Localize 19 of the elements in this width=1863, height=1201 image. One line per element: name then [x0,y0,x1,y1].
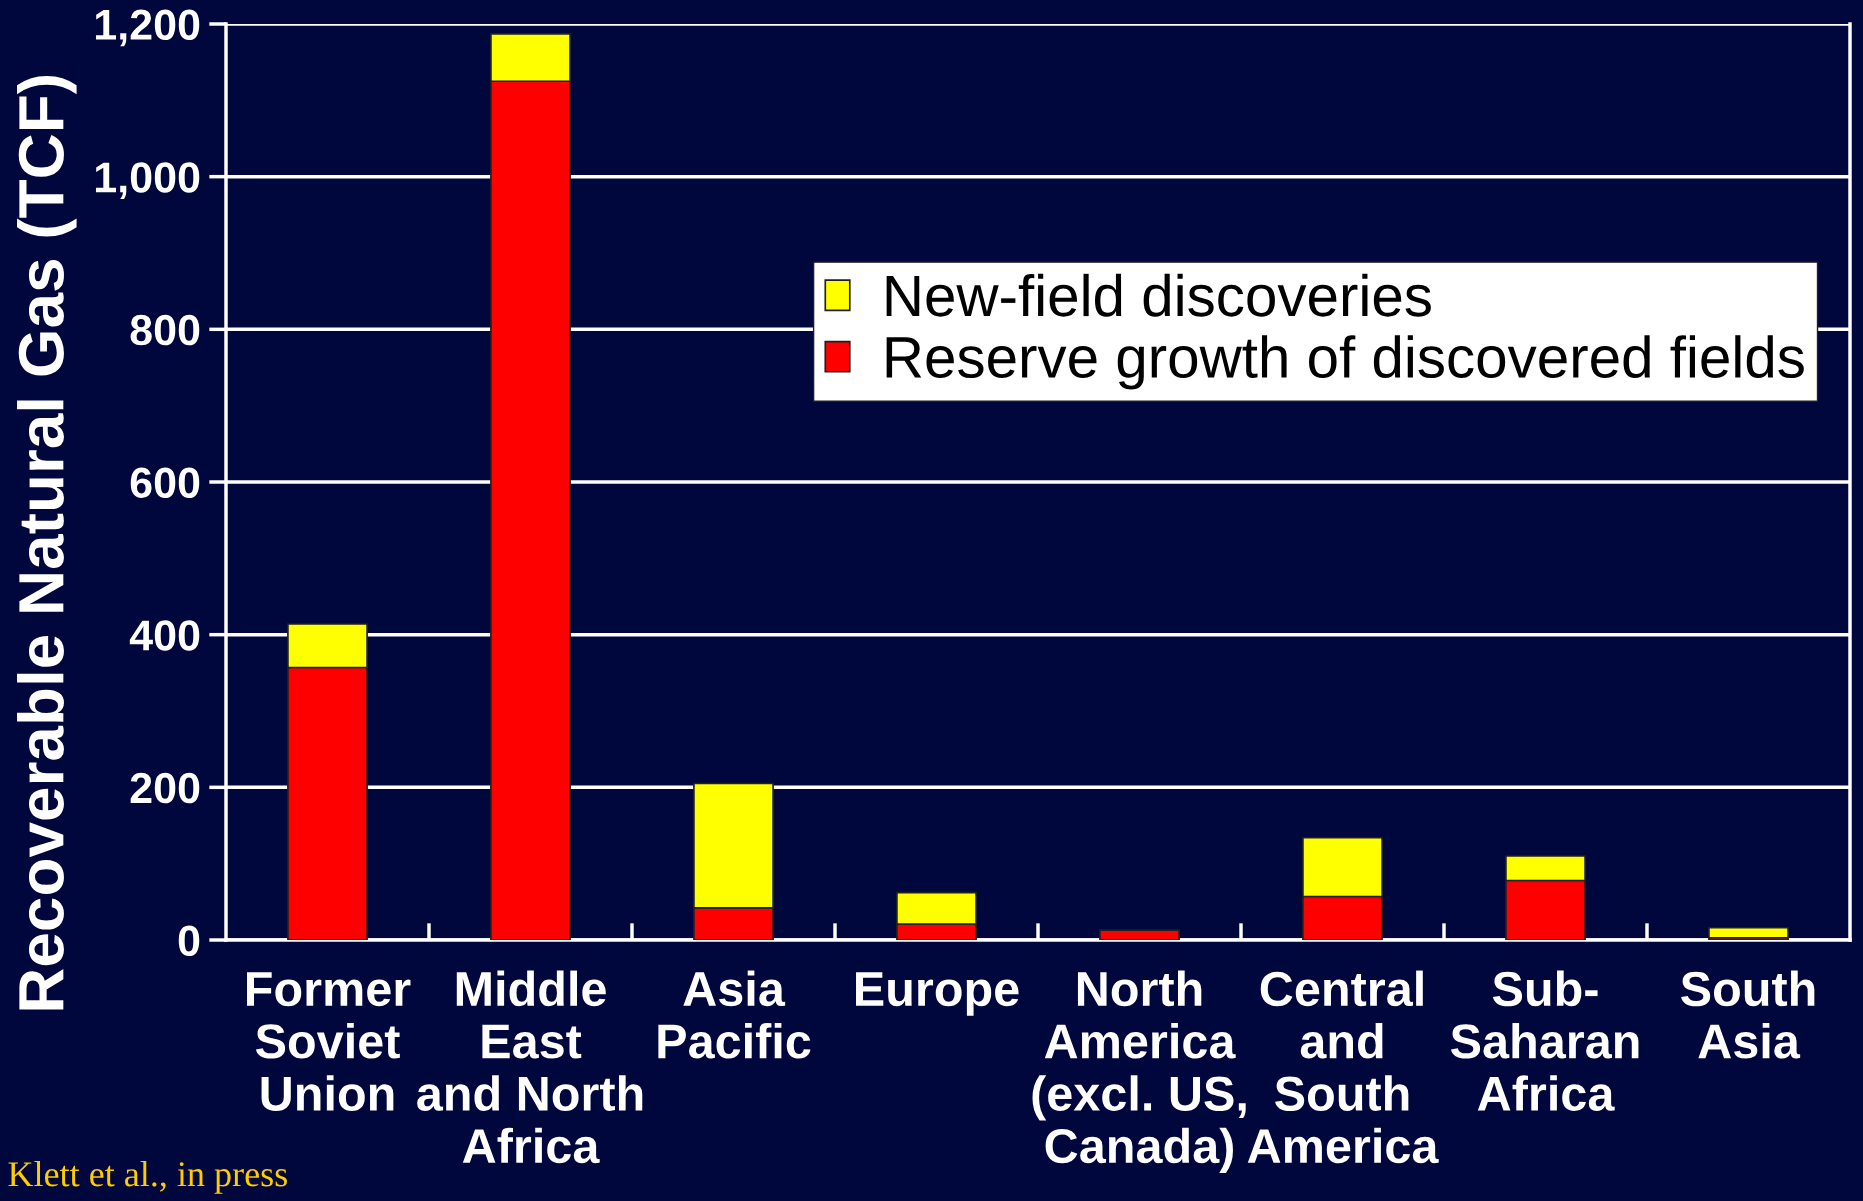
x-tick-label: Central and South America [1247,970,1439,1164]
x-tick-label: Middle East and North Africa [417,970,643,1164]
y-tick-label: 0 [178,925,200,957]
y-axis-title: Recoverable Natural Gas (TCF) [17,76,77,1010]
y-tick-label: 600 [130,467,200,499]
y-tick-label: 1,000 [95,162,200,199]
x-tick-label: North America (excl. US, Canada) [1032,970,1246,1173]
text: Klett et al., in press [8,1161,287,1194]
y-tick-label: 200 [130,772,200,804]
x-tick-label: Sub- Saharan Africa [1450,970,1639,1111]
x-tick-label: Former Soviet Union [247,972,411,1111]
y-tick-label: 1,200 [95,9,200,47]
legend-label: New-field discoveries [886,273,1431,317]
x-tick-label: Asia Pacific [658,970,811,1059]
legend-label: Reserve growth of discovered fields [886,335,1804,390]
y-tick-label: 800 [130,314,200,346]
x-tick-label: Europe [856,972,1019,1016]
x-tick-label: South Asia [1681,970,1815,1059]
y-tick-label: 400 [129,620,200,651]
